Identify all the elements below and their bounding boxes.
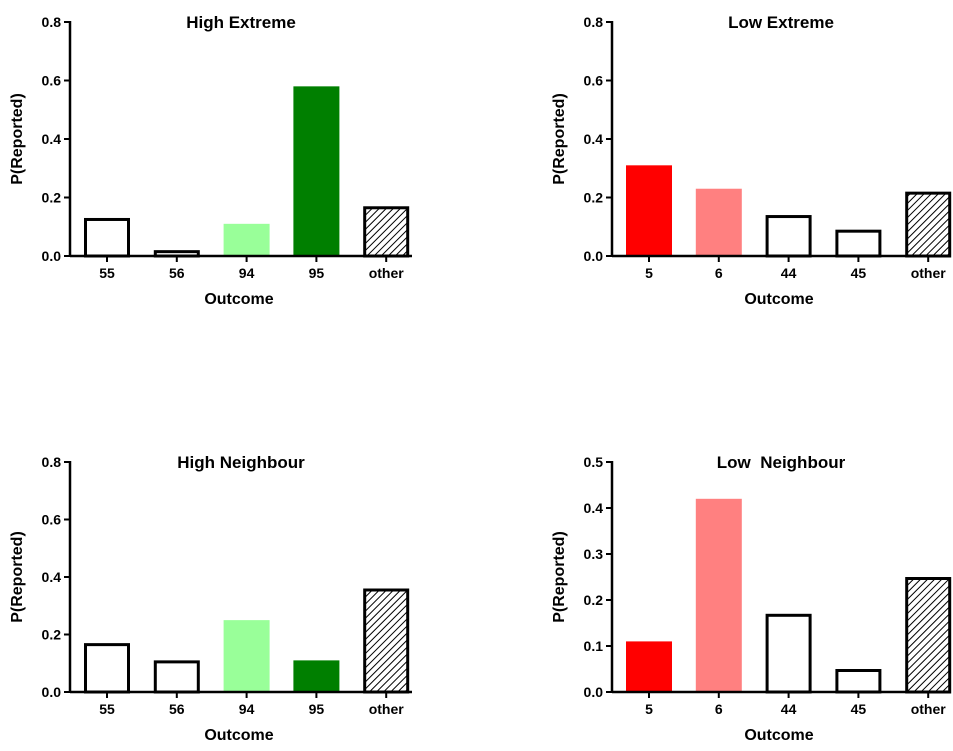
y-tick-label: 0.1 <box>584 638 604 654</box>
bar <box>695 188 742 256</box>
y-tick-label: 0.2 <box>42 190 62 206</box>
bar <box>84 643 130 694</box>
bar <box>293 86 340 256</box>
bar <box>695 498 742 692</box>
y-tick-label: 0.6 <box>42 73 62 89</box>
chart-title: Low Neighbour <box>717 453 846 472</box>
chart-title: Low Extreme <box>728 13 834 32</box>
bar <box>626 165 672 256</box>
bar <box>223 223 270 256</box>
y-tick-label: 0.4 <box>584 131 604 147</box>
x-axis-label: Outcome <box>204 291 273 308</box>
y-axis-label: P(Reported) <box>551 93 568 185</box>
x-tick-label: 44 <box>781 701 797 717</box>
x-tick-label: other <box>911 701 947 717</box>
x-tick-label: 44 <box>781 265 797 281</box>
x-tick-label: 95 <box>309 701 325 717</box>
y-tick-label: 0.4 <box>42 131 62 147</box>
y-tick-label: 0.3 <box>584 546 604 562</box>
x-tick-label: other <box>911 265 947 281</box>
bar <box>153 660 200 694</box>
x-tick-label: other <box>369 701 405 717</box>
x-tick-label: 5 <box>645 265 653 281</box>
bar <box>905 191 952 258</box>
y-axis-label: P(Reported) <box>9 93 26 185</box>
bar <box>363 206 410 258</box>
y-tick-label: 0.0 <box>42 248 62 264</box>
y-tick-label: 0.8 <box>584 14 604 30</box>
y-tick-label: 0.2 <box>42 627 62 643</box>
chart-title: High Neighbour <box>177 453 305 472</box>
x-tick-label: 45 <box>851 265 867 281</box>
y-axis-label: P(Reported) <box>9 531 26 623</box>
chart-title: High Extreme <box>186 13 296 32</box>
y-tick-label: 0.8 <box>42 454 62 470</box>
bar <box>765 215 812 258</box>
x-tick-label: 95 <box>309 265 325 281</box>
bar <box>626 641 672 692</box>
x-axis-label: Outcome <box>744 291 813 308</box>
x-axis-label: Outcome <box>744 727 813 744</box>
x-tick-label: 6 <box>715 701 723 717</box>
bar <box>84 217 130 258</box>
bar <box>363 588 410 694</box>
x-tick-label: 56 <box>169 701 185 717</box>
y-tick-label: 0.4 <box>584 500 604 516</box>
x-tick-label: 94 <box>239 701 255 717</box>
y-tick-label: 0.6 <box>584 73 604 89</box>
x-tick-label: 55 <box>99 265 115 281</box>
x-tick-label: 94 <box>239 265 255 281</box>
bar <box>293 660 340 692</box>
bar <box>835 669 882 694</box>
x-tick-label: 5 <box>645 701 653 717</box>
x-tick-label: 45 <box>851 701 867 717</box>
y-tick-label: 0.2 <box>584 592 604 608</box>
y-tick-label: 0.0 <box>584 684 604 700</box>
y-tick-label: 0.5 <box>584 454 604 470</box>
y-tick-label: 0.0 <box>42 684 62 700</box>
x-axis-label: Outcome <box>204 727 273 744</box>
y-tick-label: 0.6 <box>42 512 62 528</box>
x-tick-label: 55 <box>99 701 115 717</box>
bar <box>905 577 952 694</box>
x-tick-label: 6 <box>715 265 723 281</box>
x-tick-label: other <box>369 265 405 281</box>
bar <box>223 620 270 692</box>
x-tick-label: 56 <box>169 265 185 281</box>
y-tick-label: 0.0 <box>584 248 604 264</box>
y-tick-label: 0.8 <box>42 14 62 30</box>
bar <box>765 613 812 694</box>
y-tick-label: 0.4 <box>42 569 62 585</box>
y-axis-label: P(Reported) <box>551 531 568 623</box>
bar <box>835 229 882 258</box>
y-tick-label: 0.2 <box>584 190 604 206</box>
